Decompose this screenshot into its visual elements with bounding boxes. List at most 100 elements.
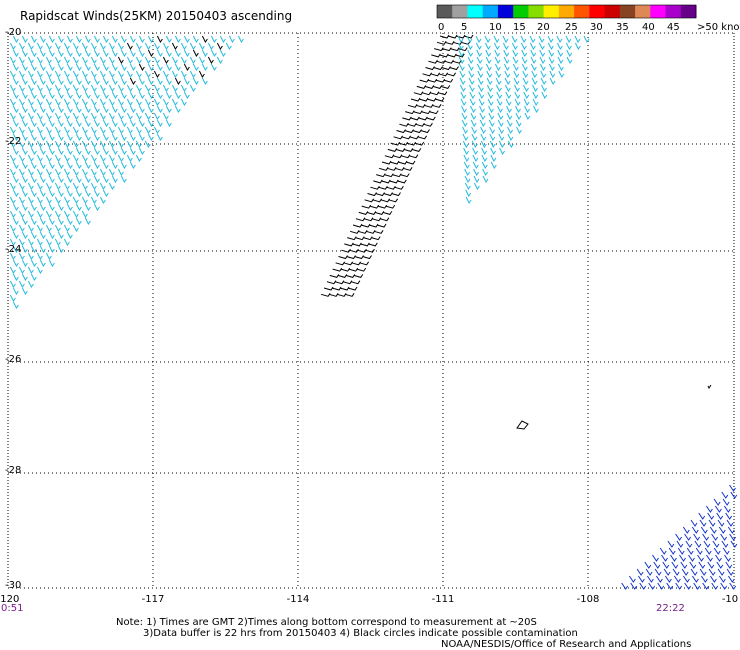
start-time: 0:51: [1, 603, 24, 614]
wind-barb: [45, 196, 52, 204]
wind-barb: [547, 42, 554, 50]
wind-barb: [458, 56, 465, 64]
wind-barb: [174, 105, 181, 113]
wind-barb: [93, 203, 100, 211]
wind-barb: [45, 182, 52, 190]
colorbar-label: 30: [590, 22, 603, 33]
wind-barb: [54, 154, 61, 162]
wind-barb: [388, 198, 399, 203]
wind-barb: [27, 266, 34, 274]
wind-barb: [102, 175, 109, 183]
wind-barb: [504, 70, 511, 78]
wind-barb: [126, 84, 133, 92]
wind-barb: [436, 41, 447, 45]
wind-barb: [465, 196, 472, 204]
wind-barb: [431, 104, 442, 108]
wind-barb: [30, 273, 37, 281]
wind-barb: [515, 112, 522, 120]
wind-barb: [541, 91, 548, 99]
wind-barb: [539, 56, 546, 64]
wind-speed-colorbar: 0 5 10 15 20 25 30 35 40 45 >50 knots: [436, 4, 740, 33]
wind-barb: [689, 561, 697, 569]
wind-barb: [486, 70, 493, 78]
wind-barb: [364, 198, 375, 203]
wind-barb: [21, 273, 28, 281]
wind-barb: [358, 211, 369, 215]
wind-barb: [9, 98, 16, 106]
wind-barb: [531, 77, 538, 85]
wind-barb: [120, 35, 127, 43]
wind-barb: [63, 154, 70, 162]
wind-barb: [84, 77, 91, 85]
wind-barb: [18, 154, 25, 162]
wind-barb: [30, 203, 37, 211]
wind-barb: [21, 49, 28, 57]
wind-barb: [332, 267, 343, 272]
wind-barb: [57, 231, 64, 239]
wind-barb: [711, 582, 719, 590]
wind-barb: [540, 77, 547, 85]
wind-barb: [63, 224, 70, 232]
wind-barb: [522, 70, 529, 78]
wind-barb: [30, 175, 37, 183]
wind-barb: [476, 63, 483, 71]
wind-barb: [466, 35, 473, 43]
wind-barb: [90, 154, 97, 162]
wind-barb: [147, 119, 154, 127]
wind-barb: [450, 47, 460, 52]
wind-barb: [144, 84, 151, 92]
lat-label: -26: [5, 354, 22, 365]
wind-barb: [12, 35, 19, 43]
wind-barb: [147, 63, 154, 71]
wind-barb: [713, 498, 721, 506]
wind-barb: [378, 185, 388, 190]
wind-barb: [75, 203, 82, 211]
wind-barb: [9, 210, 16, 218]
wind-barb: [357, 248, 367, 253]
wind-barb: [407, 122, 417, 127]
wind-barb: [192, 63, 199, 71]
wind-barb: [120, 49, 127, 57]
wind-barb: [126, 70, 133, 78]
wind-barb: [81, 42, 88, 50]
wind-barb: [225, 42, 232, 50]
wind-barb: [111, 77, 118, 85]
wind-barb: [427, 78, 438, 83]
wind-barb: [477, 70, 484, 78]
wind-barb: [405, 110, 415, 115]
wind-barb: [192, 77, 199, 85]
wind-barb: [171, 70, 178, 78]
wind-barb: [117, 154, 124, 162]
wind-barb: [471, 140, 478, 148]
wind-barb: [497, 119, 504, 127]
wind-barb: [147, 77, 154, 85]
wind-barb: [57, 217, 64, 225]
wind-barb: [463, 154, 470, 162]
wind-barb: [507, 133, 514, 141]
wind-barb: [111, 35, 118, 43]
wind-barb: [496, 98, 503, 106]
wind-barb: [725, 512, 733, 520]
wind-barb: [394, 185, 404, 190]
wind-barb: [48, 147, 55, 155]
wind-barb: [129, 49, 136, 57]
wind-barb: [75, 63, 82, 71]
wind-barb: [668, 547, 676, 555]
wind-barb: [408, 154, 419, 159]
wind-barb: [387, 148, 398, 152]
wind-barb: [729, 533, 737, 541]
wind-barb: [490, 154, 497, 162]
wind-barb: [729, 582, 737, 590]
wind-barb: [344, 242, 354, 247]
wind-barb: [481, 147, 488, 155]
wind-barb: [12, 217, 19, 225]
wind-barb: [676, 540, 684, 548]
wind-barb: [9, 238, 16, 246]
colorbar-swatch: [650, 5, 666, 18]
wind-barb: [111, 49, 118, 57]
wind-barb: [18, 224, 25, 232]
wind-barb: [482, 175, 489, 183]
wind-barb: [457, 35, 464, 43]
wind-barb: [397, 160, 408, 165]
wind-barb: [30, 105, 37, 113]
